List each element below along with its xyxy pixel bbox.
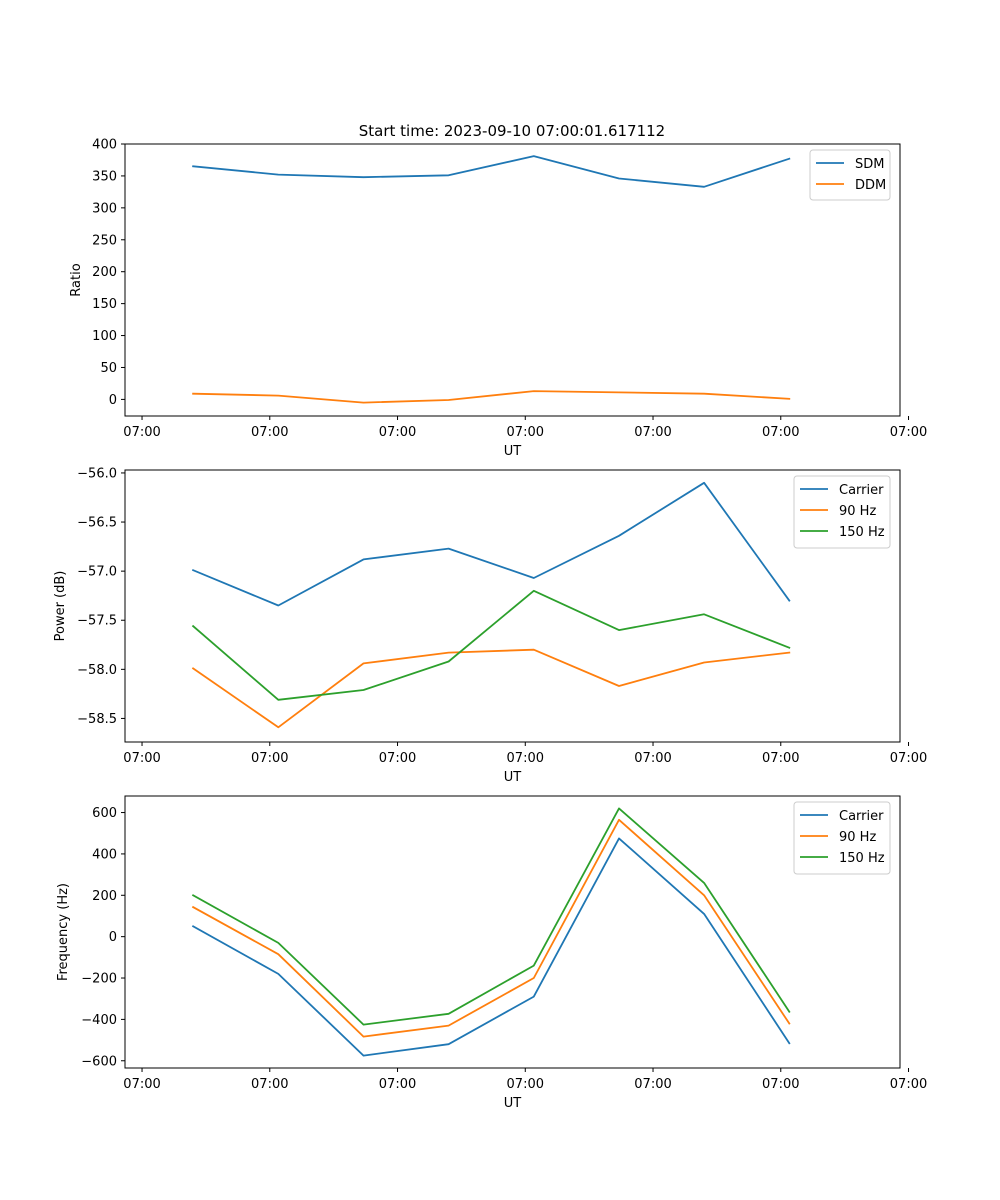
series-line-90-hz [191,648,791,729]
y-tick-label: 50 [100,361,117,376]
y-axis-label: Power (dB) [53,571,68,642]
legend-label-90-hz: 90 Hz [839,504,876,519]
x-tick-label: 07:00 [762,425,799,440]
series-line-carrier [191,481,791,607]
y-tick-label: −57.0 [77,565,117,580]
y-tick-label: 150 [92,297,117,312]
legend-label-150-hz: 150 Hz [839,525,885,540]
series-line-ddm [192,390,791,404]
series-line-90-hz [191,818,791,1038]
y-tick-label: −600 [81,1054,117,1069]
x-tick-label: 07:00 [251,425,288,440]
figure-title: Start time: 2023-09-10 07:00:01.617112 [359,122,665,140]
y-axis-label: Frequency (Hz) [56,883,71,981]
y-tick-label: 300 [92,201,117,216]
legend-box [793,475,891,549]
y-tick-label: −56.0 [77,466,117,481]
chart-panel-1: 07:00 07:00 07:00 07:00 07:00 07:00 07:00 0 50 10… [69,138,927,460]
x-tick-label: 07:00 [123,425,160,440]
x-tick-label: 07:00 [762,1077,799,1092]
legend: Carrier 90 Hz 150 Hz [793,801,891,875]
y-axis-label: Ratio [69,263,84,296]
x-tick-label: 07:00 [634,1077,671,1092]
legend-label-ddm: DDM [855,178,886,193]
x-tick-label: 07:00 [251,1077,288,1092]
y-tick-label: 0 [109,930,117,945]
series-line-150-hz [191,807,791,1026]
x-axis-label: UT [504,444,522,459]
y-tick-label: −200 [81,972,117,987]
y-tick-label: 200 [92,889,117,904]
legend-label-carrier: Carrier [839,809,884,824]
x-tick-label: 07:00 [379,751,416,766]
y-tick-label: −56.5 [77,516,117,531]
y-tick-label: −58.5 [77,712,117,727]
y-tick-label: 200 [92,265,117,280]
x-tick-label: 07:00 [634,751,671,766]
series-line-sdm [192,155,791,188]
x-tick-label: 07:00 [762,751,799,766]
x-axis-label: UT [504,770,522,785]
y-tick-label: −57.5 [77,614,117,629]
x-tick-label: 07:00 [379,1077,416,1092]
x-tick-label: 07:00 [890,751,927,766]
x-tick-label: 07:00 [507,425,544,440]
legend: SDM DDM [809,149,891,201]
legend-box [793,801,891,875]
y-tick-label: 350 [92,169,117,184]
x-tick-label: 07:00 [634,425,671,440]
y-tick-label: 250 [92,233,117,248]
legend: Carrier 90 Hz 150 Hz [793,475,891,549]
y-tick-label: 400 [92,138,117,153]
chart-panel-3: 07:00 07:00 07:00 07:00 07:00 07:00 07:00 600 40… [56,795,927,1111]
axes-frame [124,469,901,743]
x-tick-label: 07:00 [890,1077,927,1092]
series-line-150-hz [191,589,791,701]
x-tick-label: 07:00 [890,425,927,440]
x-tick-label: 07:00 [507,1077,544,1092]
legend-label-carrier: Carrier [839,483,884,498]
x-tick-label: 07:00 [123,751,160,766]
y-tick-label: 600 [92,806,117,821]
x-tick-label: 07:00 [379,425,416,440]
legend-label-90-hz: 90 Hz [839,830,876,845]
series-line-carrier [191,837,791,1057]
x-tick-label: 07:00 [507,751,544,766]
y-tick-label: −400 [81,1013,117,1028]
y-tick-label: 0 [109,393,117,408]
legend-label-sdm: SDM [855,157,884,172]
y-tick-label: −58.0 [77,663,117,678]
y-tick-label: 400 [92,847,117,862]
legend-label-150-hz: 150 Hz [839,851,885,866]
axes-frame [124,143,901,417]
y-tick-label: 100 [92,329,117,344]
x-axis-label: UT [504,1096,522,1111]
chart-panel-2: 07:00 07:00 07:00 07:00 07:00 07:00 07:00 −56.0… [53,466,927,785]
axes-frame [124,795,901,1069]
x-tick-label: 07:00 [123,1077,160,1092]
x-tick-label: 07:00 [251,751,288,766]
